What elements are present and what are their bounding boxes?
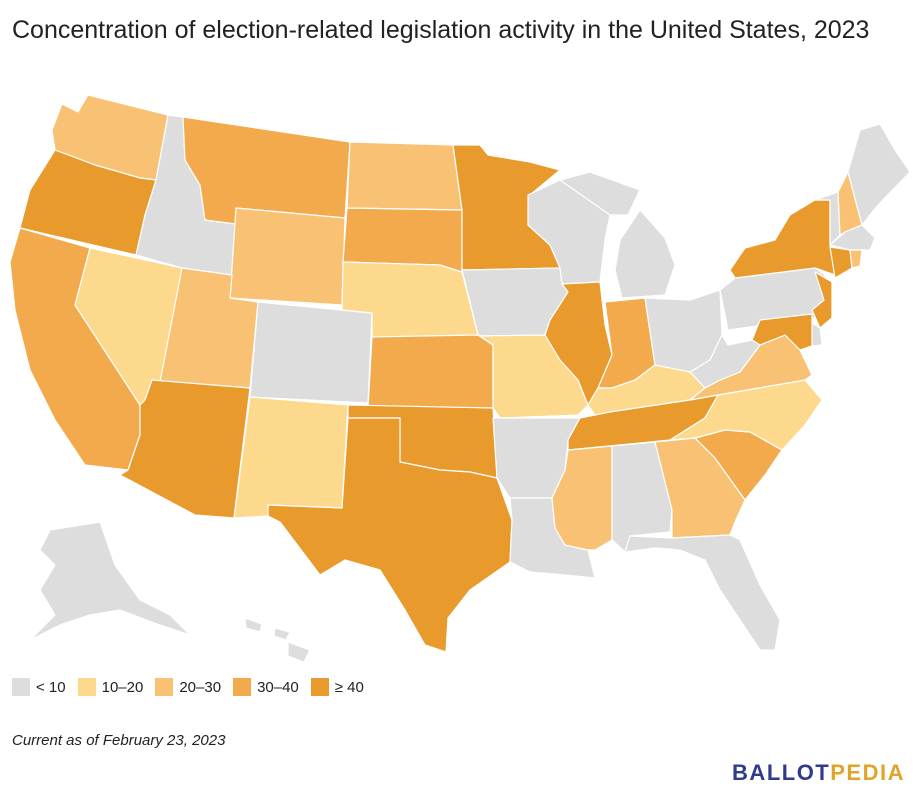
legend-label: 30–40	[257, 678, 299, 696]
map-title: Concentration of election-related legisl…	[12, 16, 870, 44]
state-mi	[559, 171, 676, 299]
logo-part-1: BALLOT	[732, 760, 831, 785]
legend: < 10 10–20 20–30 30–40 ≥ 40	[12, 678, 376, 696]
state-tx	[267, 417, 513, 653]
legend-item-20-30: 20–30	[155, 678, 221, 696]
legend-swatch	[155, 678, 174, 696]
state-hi	[244, 617, 311, 663]
state-ri	[849, 249, 863, 269]
legend-swatch	[310, 678, 329, 696]
legend-label: 20–30	[179, 678, 222, 696]
legend-item-gte40: ≥ 40	[310, 678, 364, 696]
state-co	[249, 301, 373, 404]
state-fl	[624, 534, 781, 651]
legend-label: < 10	[36, 678, 66, 696]
legend-label: 10–20	[101, 678, 144, 696]
state-ak	[29, 521, 191, 641]
legend-swatch	[233, 678, 252, 696]
state-ks	[367, 334, 494, 409]
state-il	[544, 281, 613, 406]
logo-part-2: PEDIA	[830, 760, 905, 785]
state-ny	[729, 199, 839, 279]
ballotpedia-logo: BALLOTPEDIA	[732, 760, 905, 786]
state-me	[847, 123, 911, 226]
state-nd	[346, 141, 463, 211]
legend-item-lt10: < 10	[12, 678, 66, 696]
legend-item-30-40: 30–40	[233, 678, 299, 696]
state-md	[751, 313, 813, 351]
state-wv	[689, 334, 761, 389]
state-wy	[229, 207, 346, 306]
legend-swatch	[12, 678, 30, 696]
legend-label: ≥ 40	[334, 678, 364, 696]
data-currency-note: Current as of February 23, 2023	[12, 732, 226, 749]
legend-swatch	[77, 678, 96, 696]
state-mt	[182, 116, 351, 225]
legend-item-10-20: 10–20	[77, 678, 144, 696]
state-nm	[233, 396, 349, 519]
